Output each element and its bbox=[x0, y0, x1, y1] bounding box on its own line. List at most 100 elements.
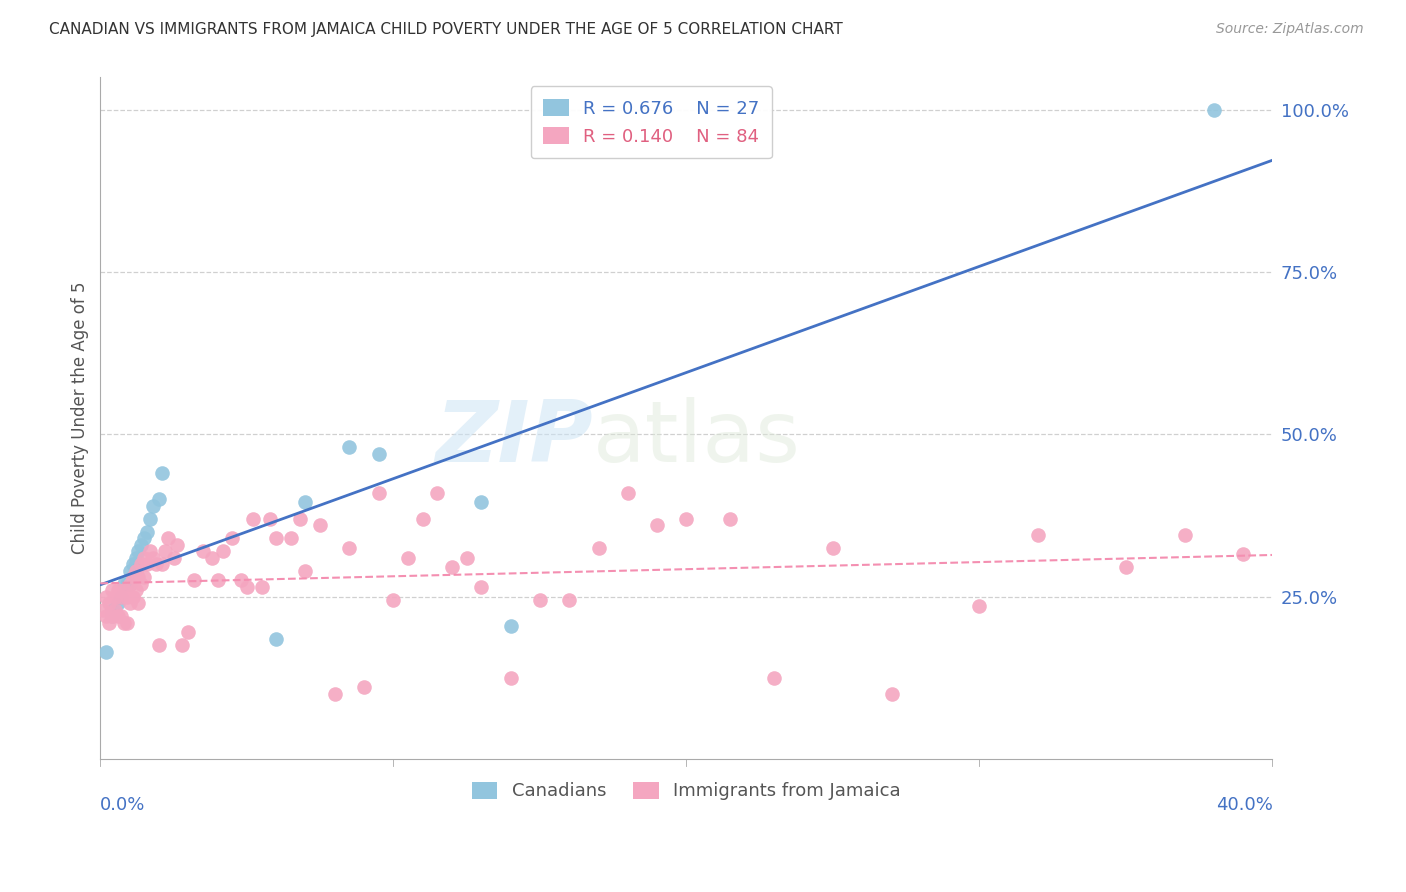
Point bbox=[121, 557, 143, 571]
Point bbox=[110, 609, 132, 624]
Point bbox=[124, 583, 146, 598]
Point bbox=[177, 625, 200, 640]
Point bbox=[101, 609, 124, 624]
Point bbox=[617, 485, 640, 500]
Point bbox=[207, 574, 229, 588]
Point bbox=[91, 602, 114, 616]
Point bbox=[112, 583, 135, 598]
Point bbox=[339, 541, 361, 555]
Point bbox=[150, 467, 173, 481]
Point bbox=[118, 564, 141, 578]
Point bbox=[718, 511, 741, 525]
Legend: Canadians, Immigrants from Jamaica: Canadians, Immigrants from Jamaica bbox=[465, 774, 908, 807]
Point bbox=[162, 550, 184, 565]
Point bbox=[115, 590, 138, 604]
Point bbox=[250, 580, 273, 594]
Point bbox=[558, 592, 581, 607]
Point bbox=[242, 511, 264, 525]
Point bbox=[127, 544, 149, 558]
Point bbox=[115, 576, 138, 591]
Text: ZIP: ZIP bbox=[434, 397, 593, 480]
Point bbox=[124, 550, 146, 565]
Point bbox=[112, 615, 135, 630]
Point bbox=[136, 557, 159, 571]
Point bbox=[110, 590, 132, 604]
Point bbox=[134, 531, 156, 545]
Point bbox=[969, 599, 991, 614]
Point bbox=[264, 632, 287, 646]
Point bbox=[645, 518, 668, 533]
Point bbox=[191, 544, 214, 558]
Point bbox=[153, 544, 176, 558]
Point bbox=[259, 511, 281, 525]
Point bbox=[148, 492, 170, 507]
Point bbox=[121, 570, 143, 584]
Point bbox=[96, 645, 118, 659]
Point bbox=[104, 590, 127, 604]
Point bbox=[156, 531, 179, 545]
Point bbox=[101, 602, 124, 616]
Point bbox=[588, 541, 610, 555]
Point bbox=[763, 671, 786, 685]
Point bbox=[412, 511, 434, 525]
Point bbox=[294, 495, 316, 509]
Point bbox=[131, 557, 153, 571]
Point bbox=[96, 609, 118, 624]
Point bbox=[98, 596, 121, 610]
Point bbox=[1026, 528, 1049, 542]
Point bbox=[104, 602, 127, 616]
Point bbox=[124, 564, 146, 578]
Point bbox=[212, 544, 235, 558]
Point bbox=[880, 687, 903, 701]
Point bbox=[529, 592, 551, 607]
Point bbox=[118, 596, 141, 610]
Text: Source: ZipAtlas.com: Source: ZipAtlas.com bbox=[1216, 22, 1364, 37]
Point bbox=[121, 590, 143, 604]
Point bbox=[98, 615, 121, 630]
Point bbox=[166, 538, 188, 552]
Point bbox=[124, 557, 146, 571]
Point bbox=[118, 576, 141, 591]
Point bbox=[107, 583, 129, 598]
Point bbox=[1232, 548, 1254, 562]
Point bbox=[821, 541, 844, 555]
Point bbox=[367, 447, 389, 461]
Text: CANADIAN VS IMMIGRANTS FROM JAMAICA CHILD POVERTY UNDER THE AGE OF 5 CORRELATION: CANADIAN VS IMMIGRANTS FROM JAMAICA CHIL… bbox=[49, 22, 844, 37]
Point bbox=[353, 681, 375, 695]
Point bbox=[136, 524, 159, 539]
Point bbox=[201, 550, 224, 565]
Point bbox=[150, 557, 173, 571]
Point bbox=[172, 638, 194, 652]
Point bbox=[675, 511, 697, 525]
Point bbox=[101, 609, 124, 624]
Point bbox=[134, 550, 156, 565]
Point bbox=[426, 485, 449, 500]
Point bbox=[127, 570, 149, 584]
Point bbox=[118, 576, 141, 591]
Y-axis label: Child Poverty Under the Age of 5: Child Poverty Under the Age of 5 bbox=[72, 282, 89, 554]
Text: 40.0%: 40.0% bbox=[1216, 797, 1272, 814]
Point bbox=[221, 531, 243, 545]
Point bbox=[280, 531, 302, 545]
Point bbox=[148, 638, 170, 652]
Point bbox=[131, 576, 153, 591]
Point bbox=[470, 580, 492, 594]
Point bbox=[294, 564, 316, 578]
Point bbox=[96, 590, 118, 604]
Point bbox=[107, 609, 129, 624]
Point bbox=[236, 580, 259, 594]
Point bbox=[139, 544, 162, 558]
Point bbox=[470, 495, 492, 509]
Point bbox=[456, 550, 478, 565]
Point bbox=[139, 511, 162, 525]
Point bbox=[499, 671, 522, 685]
Point bbox=[142, 499, 165, 513]
Point bbox=[499, 619, 522, 633]
Point bbox=[131, 538, 153, 552]
Point bbox=[264, 531, 287, 545]
Point bbox=[382, 592, 405, 607]
Point bbox=[145, 557, 167, 571]
Point bbox=[323, 687, 346, 701]
Point bbox=[396, 550, 419, 565]
Point bbox=[112, 576, 135, 591]
